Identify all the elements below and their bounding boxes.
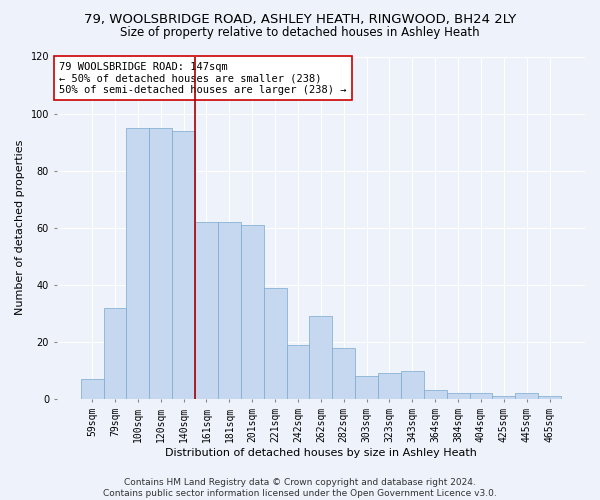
Bar <box>127 128 149 399</box>
Bar <box>81 379 104 399</box>
Text: Size of property relative to detached houses in Ashley Heath: Size of property relative to detached ho… <box>120 26 480 39</box>
Bar <box>104 308 127 399</box>
Bar <box>287 345 310 399</box>
Bar <box>218 222 241 399</box>
Bar <box>401 370 424 399</box>
Bar <box>263 288 287 399</box>
Bar <box>378 374 401 399</box>
Bar <box>515 394 538 399</box>
Bar <box>241 225 263 399</box>
Bar <box>470 394 493 399</box>
Bar <box>332 348 355 399</box>
Bar <box>493 396 515 399</box>
Bar <box>538 396 561 399</box>
Bar <box>195 222 218 399</box>
Bar <box>446 394 470 399</box>
X-axis label: Distribution of detached houses by size in Ashley Heath: Distribution of detached houses by size … <box>165 448 477 458</box>
Text: Contains HM Land Registry data © Crown copyright and database right 2024.
Contai: Contains HM Land Registry data © Crown c… <box>103 478 497 498</box>
Bar <box>172 130 195 399</box>
Bar <box>424 390 446 399</box>
Text: 79, WOOLSBRIDGE ROAD, ASHLEY HEATH, RINGWOOD, BH24 2LY: 79, WOOLSBRIDGE ROAD, ASHLEY HEATH, RING… <box>84 12 516 26</box>
Bar <box>355 376 378 399</box>
Y-axis label: Number of detached properties: Number of detached properties <box>15 140 25 316</box>
Bar <box>149 128 172 399</box>
Text: 79 WOOLSBRIDGE ROAD: 147sqm
← 50% of detached houses are smaller (238)
50% of se: 79 WOOLSBRIDGE ROAD: 147sqm ← 50% of det… <box>59 62 347 95</box>
Bar <box>310 316 332 399</box>
